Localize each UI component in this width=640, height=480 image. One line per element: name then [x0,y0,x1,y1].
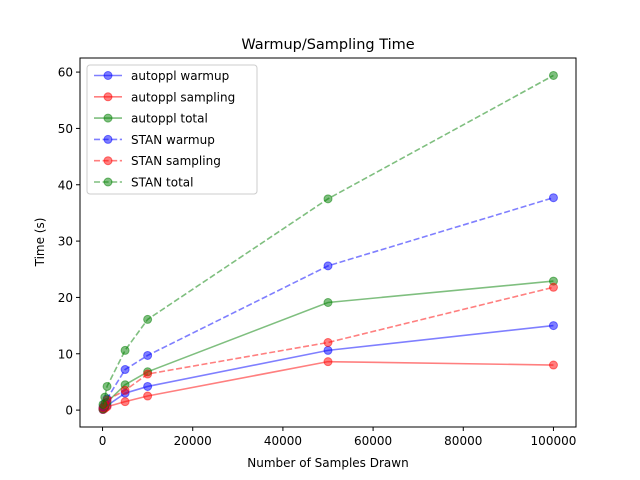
data-point [323,194,333,204]
y-tick-label: 20 [58,291,73,305]
data-point [323,345,333,355]
data-point [548,321,558,331]
x-tick-label: 20000 [174,434,212,448]
legend-label: STAN warmup [131,133,215,147]
legend-marker [103,156,113,166]
legend-label: STAN total [131,176,193,190]
data-point [100,392,110,402]
x-tick-label: 80000 [444,434,482,448]
data-point [98,399,108,409]
y-tick-label: 60 [58,66,73,80]
x-tick-label: 0 [99,434,107,448]
data-point [120,397,130,407]
legend-label: autoppl sampling [131,90,235,104]
x-axis-label: Number of Samples Drawn [247,456,408,470]
data-point [548,282,558,292]
data-point [548,70,558,80]
data-point [143,350,153,360]
y-tick-label: 30 [58,235,73,249]
data-point [323,261,333,271]
data-point [143,314,153,324]
x-axis: 0 20000 40000 60000 80000 100000 [99,427,577,448]
y-tick-label: 50 [58,122,73,136]
data-point [120,365,130,375]
y-tick-label: 0 [65,404,73,418]
y-tick-label: 10 [58,347,73,361]
y-axis: 0 10 20 30 40 50 60 [58,66,80,418]
legend-label: autoppl total [131,112,208,126]
series-line [102,360,554,411]
data-point [120,345,130,355]
legend-label: STAN sampling [131,154,221,168]
data-point [548,193,558,203]
data-point [323,337,333,347]
legend: autoppl warmup autoppl sampling autoppl to… [86,64,258,195]
legend-label: autoppl warmup [131,69,229,83]
x-tick-label: 100000 [531,434,577,448]
data-point [102,381,112,391]
x-tick-label: 60000 [354,434,392,448]
legend-marker [103,71,113,80]
legend-marker [103,177,113,187]
x-tick-label: 40000 [264,434,302,448]
y-axis-label: Time (s) [33,218,47,268]
legend-marker [103,92,113,102]
legend-box [86,64,258,195]
data-point [323,297,333,307]
data-point [323,357,333,367]
legend-marker [103,113,113,123]
data-point [548,360,558,370]
data-point [120,385,130,395]
chart-title: Warmup/Sampling Time [241,37,414,53]
plot-area [98,70,558,415]
legend-marker [103,134,113,144]
data-point [143,381,153,391]
data-point [143,369,153,379]
data-point [143,391,153,401]
y-tick-label: 40 [58,178,73,192]
axes-frame [79,57,577,428]
